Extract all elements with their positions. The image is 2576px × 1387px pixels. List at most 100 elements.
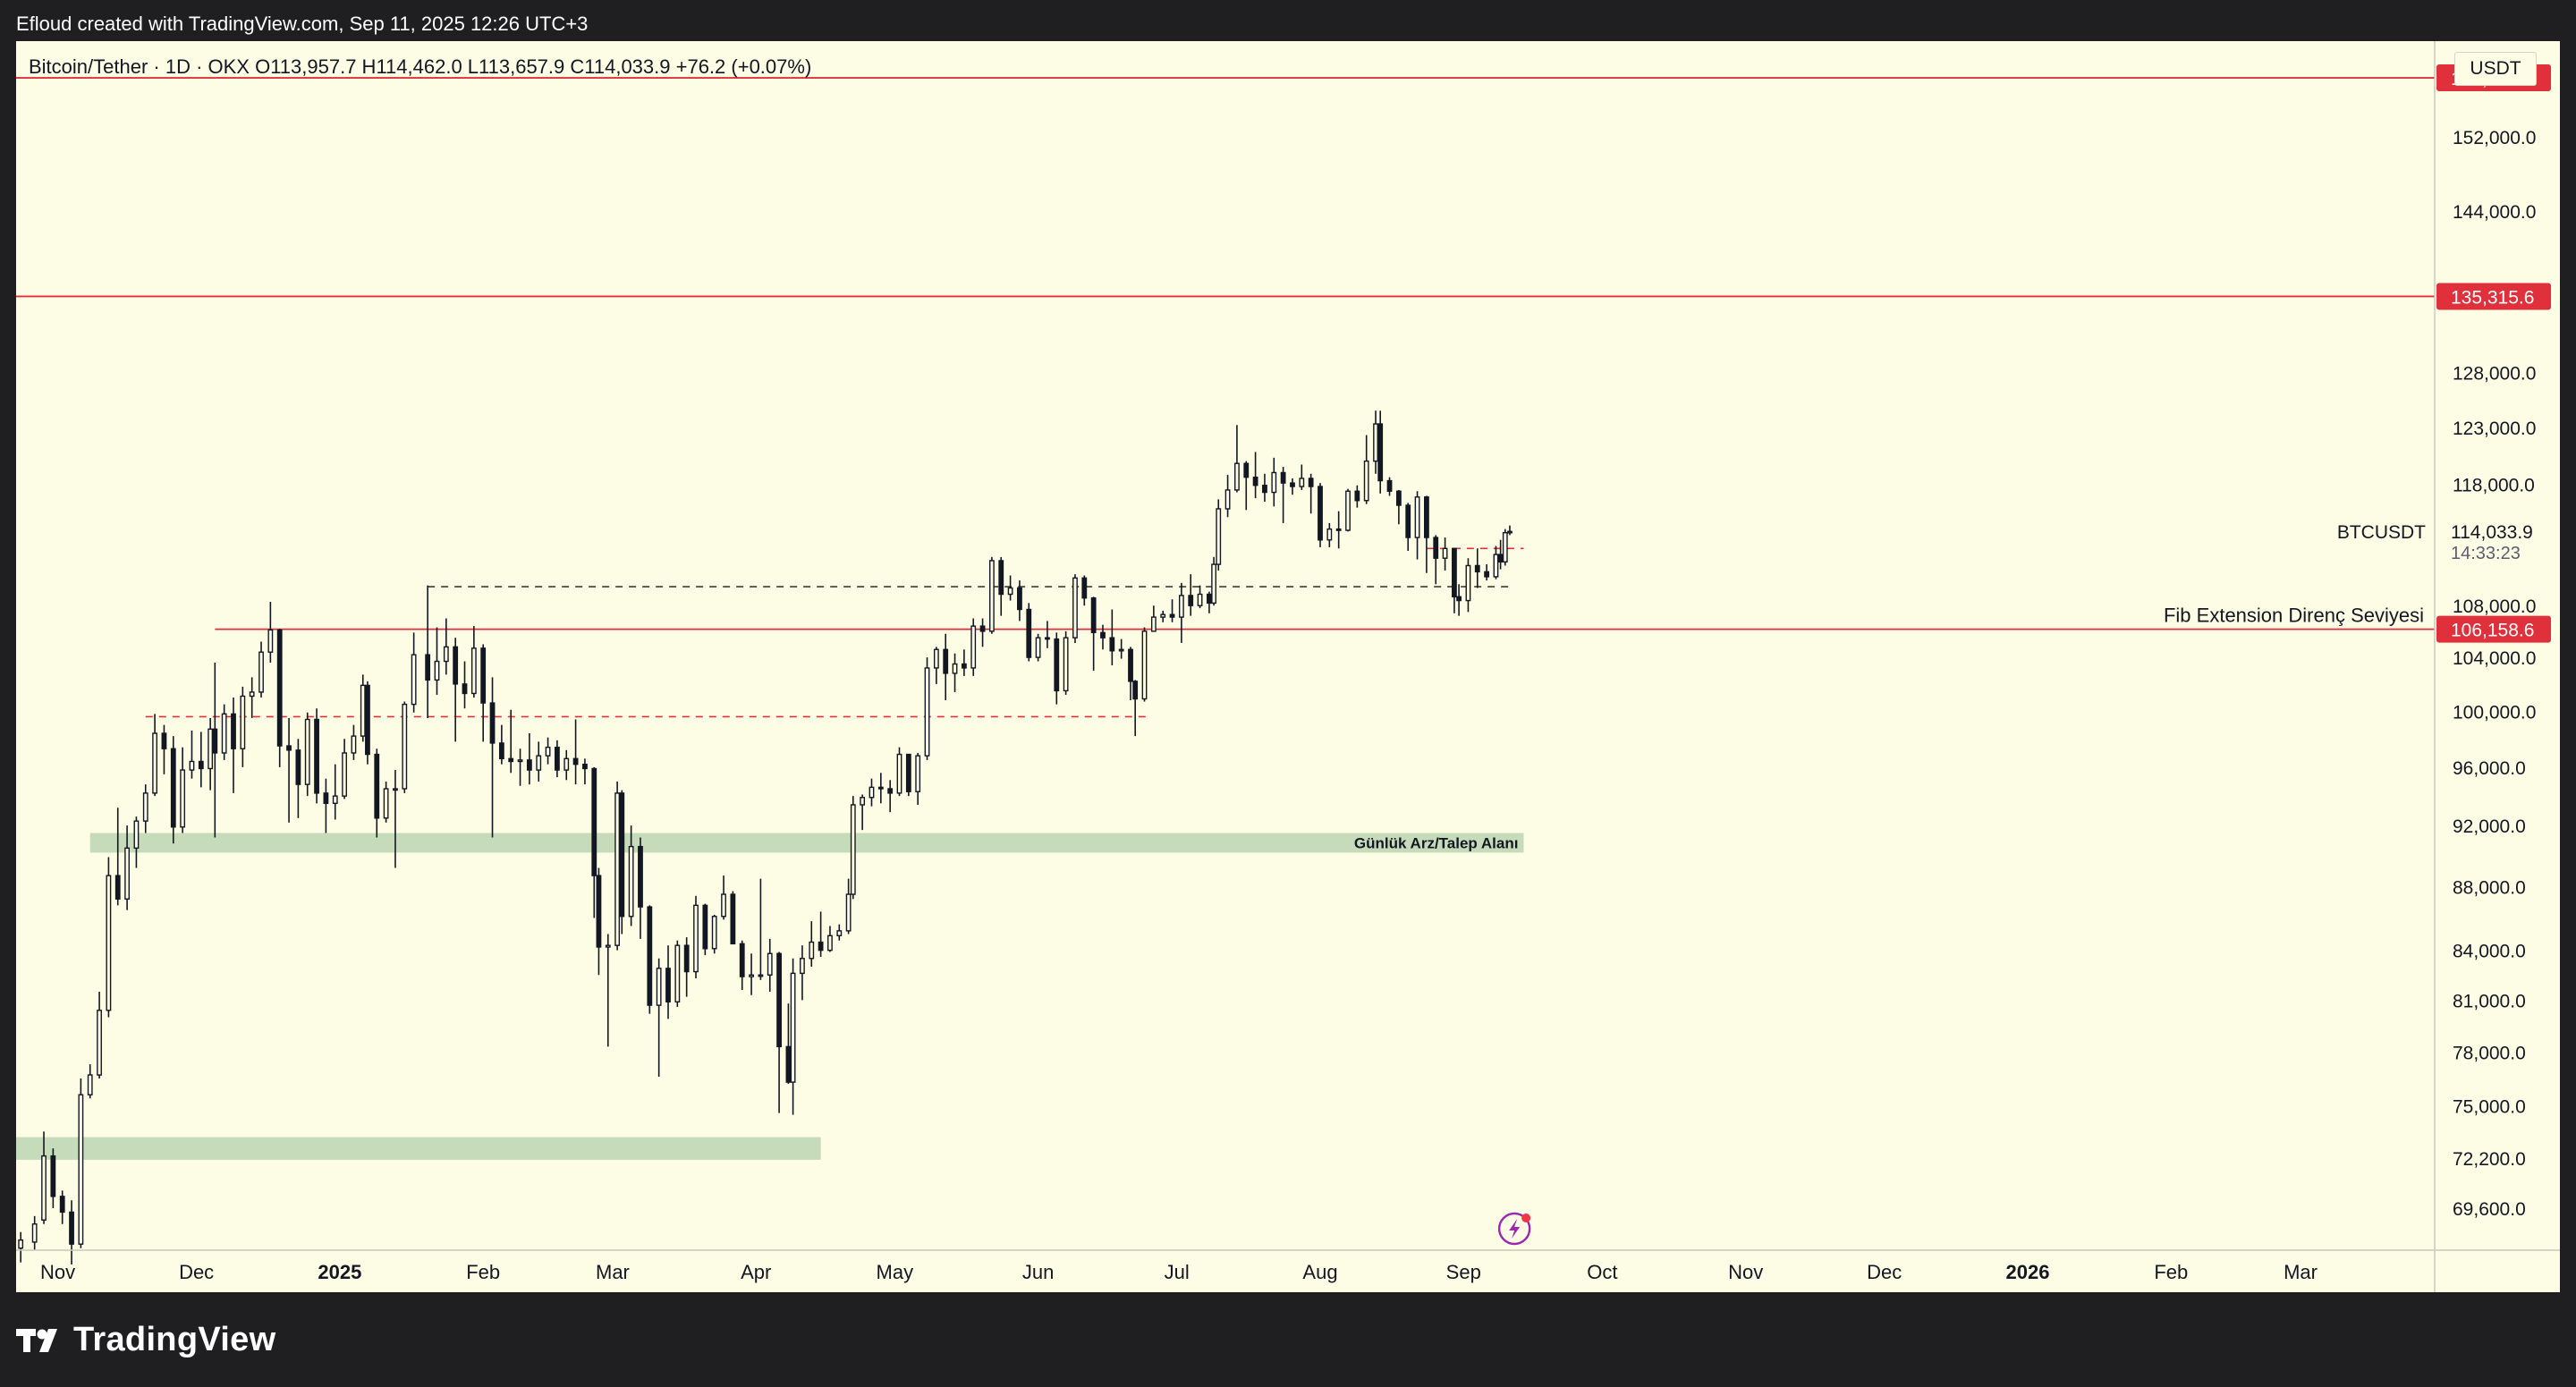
candle-body [383, 788, 389, 819]
candle-body [836, 930, 843, 936]
candle-body [1100, 631, 1106, 639]
candle-body [508, 757, 514, 763]
candle-body [1216, 508, 1222, 565]
candle-body [365, 684, 370, 756]
candle-body [1128, 648, 1133, 682]
candle-body [221, 713, 227, 754]
candle-body [249, 691, 255, 698]
zones-layer: Günlük Arz/Talep Alanı [16, 833, 1524, 1160]
candle-body [1502, 531, 1508, 563]
candle-body [1290, 482, 1295, 487]
chart-frame[interactable]: Günlük Arz/Talep Alanı Fib Extension Dir… [16, 41, 2560, 1292]
level-annotation: Fib Extension Direnç Seviyesi [2164, 605, 2424, 627]
candle-body [545, 746, 551, 757]
price-level-tag[interactable] [2436, 615, 2551, 643]
candle-body [1493, 554, 1499, 578]
price-tick-label: 81,000.0 [2453, 991, 2526, 1011]
time-tick-label: Apr [741, 1261, 771, 1283]
candle-body [114, 875, 121, 900]
candle-body [845, 893, 852, 932]
candle-body [1433, 537, 1439, 559]
candle-body [170, 748, 176, 828]
candle-body [374, 753, 380, 819]
candle-body [952, 663, 958, 674]
levels-layer: Fib Extension Direnç Seviyesi [16, 77, 2435, 718]
lightning-icon[interactable] [1497, 1212, 1531, 1246]
candle-body [628, 845, 634, 918]
candle-body [295, 749, 301, 785]
candle-body [198, 760, 204, 770]
price-level-tag[interactable] [2436, 283, 2551, 310]
candle-body [915, 755, 921, 792]
candle-body [480, 647, 487, 704]
candle-body [933, 648, 939, 669]
candle-body [1452, 547, 1457, 598]
candle-body [869, 786, 875, 799]
price-tick-label: 88,000.0 [2453, 877, 2526, 898]
candle-body [1363, 460, 1369, 502]
price-tick-label: 108,000.0 [2453, 596, 2536, 617]
candle-body [1299, 478, 1305, 487]
candle-body [332, 795, 338, 805]
candle-body [767, 952, 773, 976]
price-tick-label: 144,000.0 [2453, 202, 2536, 223]
candle-body [1354, 490, 1360, 502]
candle-body [711, 916, 717, 950]
zone-rect[interactable] [16, 1137, 821, 1160]
price-tick-label: 118,000.0 [2453, 475, 2535, 495]
candle-body [961, 663, 967, 669]
candle-body [453, 646, 459, 685]
candle-body [1160, 613, 1166, 618]
candle-body [314, 718, 319, 794]
zone-rect[interactable] [89, 833, 1524, 853]
candle-body [1335, 528, 1342, 531]
candle-body [998, 560, 1004, 596]
candle-body [212, 728, 218, 754]
candle-body [730, 893, 736, 945]
candle-body [1118, 648, 1124, 652]
price-tick-label: 128,000.0 [2453, 364, 2536, 385]
time-tick-label: May [877, 1261, 914, 1283]
candle-body [1188, 595, 1194, 606]
candle-body [596, 875, 602, 948]
candle-body [1484, 571, 1490, 578]
candle-body [1017, 587, 1022, 611]
candle-body [1169, 613, 1175, 618]
candle-body [133, 820, 140, 850]
candle-body [656, 968, 662, 1006]
candle-body [434, 660, 440, 681]
price-chart[interactable]: Günlük Arz/Talep Alanı Fib Extension Dir… [16, 41, 2560, 1292]
candle-body [1090, 597, 1097, 634]
candle-body [41, 1154, 47, 1221]
candle-body [1252, 476, 1258, 486]
candle-body [943, 648, 949, 674]
time-tick-label: Dec [179, 1261, 214, 1283]
candle-body [152, 732, 158, 794]
candle-body [342, 752, 347, 797]
candle-body [1035, 637, 1041, 658]
candle-body [142, 792, 148, 822]
candle-body [276, 629, 283, 747]
candle-body [776, 952, 782, 1048]
candle-body [267, 629, 274, 653]
price-tick-label: 92,000.0 [2453, 816, 2526, 837]
currency-selector[interactable]: USDT [2454, 52, 2537, 86]
tradingview-watermark[interactable]: TradingView [16, 1315, 275, 1365]
candle-body [572, 757, 579, 765]
zone-label: Günlük Arz/Talep Alanı [1354, 834, 1519, 851]
tradingview-logo-icon [16, 1329, 57, 1352]
candle-body [1465, 564, 1471, 602]
time-tick-label: Aug [1302, 1261, 1337, 1283]
candle-body [304, 718, 310, 785]
candle-body [564, 757, 570, 771]
symbol-ohlc-legend[interactable]: Bitcoin/Tether · 1D · OKX O113,957.7 H11… [29, 55, 812, 78]
candle-body [693, 904, 699, 973]
time-tick-label: Jul [1165, 1261, 1190, 1283]
candle-body [1132, 681, 1139, 700]
candle-body [702, 904, 708, 950]
candle-body [402, 703, 408, 790]
candle-body [647, 906, 653, 1006]
candle-body [1178, 595, 1184, 618]
candle-body [1141, 630, 1148, 700]
candle-body [758, 974, 764, 977]
